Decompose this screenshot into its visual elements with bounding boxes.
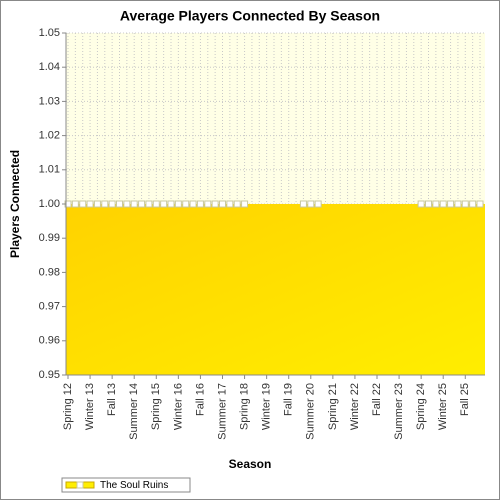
legend-label: The Soul Ruins: [100, 480, 168, 491]
point-marker: [432, 200, 440, 208]
point-marker: [439, 200, 447, 208]
point-marker: [425, 200, 432, 208]
x-tick-label: Summer 17: [216, 383, 228, 440]
legend: The Soul Ruins: [61, 477, 191, 493]
x-tick-label: Fall 25: [459, 383, 471, 416]
point-marker: [93, 200, 101, 208]
x-tick-label: Winter 22: [349, 383, 361, 430]
legend-marker: [76, 481, 84, 489]
point-marker: [108, 200, 116, 208]
point-marker: [233, 200, 241, 208]
x-tick-label: Summer 14: [128, 383, 140, 440]
point-marker: [314, 200, 322, 208]
x-tick-label: Spring 15: [150, 383, 162, 430]
x-axis-title: Season: [229, 457, 272, 471]
point-marker: [461, 200, 469, 208]
x-tick-label: Spring 18: [238, 383, 250, 430]
x-tick-label: Winter 13: [84, 383, 96, 430]
point-marker: [123, 200, 131, 208]
point-marker: [71, 200, 79, 208]
point-marker: [138, 200, 146, 208]
y-tick-label: 1.03: [39, 95, 60, 107]
point-marker: [182, 200, 190, 208]
point-marker: [417, 200, 425, 208]
point-marker: [152, 200, 160, 208]
x-tick-label: Spring 24: [415, 383, 427, 430]
point-marker: [447, 200, 455, 208]
x-tick-label: Spring 12: [62, 383, 74, 430]
point-marker: [189, 200, 197, 208]
point-marker: [101, 200, 109, 208]
x-tick-label: Fall 22: [371, 383, 383, 416]
point-marker: [241, 200, 249, 208]
x-tick-label: Fall 13: [106, 383, 118, 416]
y-tick-label: 0.97: [39, 301, 60, 313]
point-marker: [116, 200, 123, 208]
y-tick-label: 1.04: [39, 61, 60, 73]
point-marker: [160, 200, 168, 208]
point-marker: [174, 200, 182, 208]
point-marker: [204, 200, 212, 208]
area: [66, 204, 485, 375]
point-marker: [167, 200, 175, 208]
point-marker: [476, 200, 484, 208]
x-tick-label: Fall 16: [194, 383, 206, 416]
x-tick-label: Summer 23: [393, 383, 405, 440]
point-marker: [454, 200, 462, 208]
point-marker: [299, 200, 307, 208]
chart-title: Average Players Connected By Season: [120, 8, 380, 24]
y-tick-label: 0.98: [39, 266, 60, 278]
y-axis-title: Players Connected: [8, 150, 22, 258]
y-tick-label: 0.95: [39, 369, 60, 381]
point-marker: [219, 200, 226, 208]
x-tick-label: Spring 21: [327, 383, 339, 430]
point-marker: [145, 200, 153, 208]
x-tick-label: Winter 19: [261, 383, 273, 430]
y-tick-label: 0.99: [39, 232, 60, 244]
point-marker: [226, 200, 234, 208]
point-marker: [211, 200, 219, 208]
point-marker: [307, 200, 315, 208]
point-marker: [86, 200, 94, 208]
x-tick-label: Summer 20: [305, 383, 317, 440]
x-tick-label: Fall 19: [283, 383, 295, 416]
point-marker: [130, 200, 138, 208]
y-tick-label: 0.96: [39, 335, 60, 347]
point-marker: [79, 200, 87, 208]
x-tick-label: Winter 16: [172, 383, 184, 430]
y-tick-label: 1.00: [39, 198, 60, 210]
y-tick-label: 1.01: [39, 164, 60, 176]
y-tick-label: 1.05: [39, 27, 60, 39]
point-marker: [469, 200, 477, 208]
point-marker: [196, 200, 204, 208]
x-tick-label: Winter 25: [437, 383, 449, 430]
y-tick-label: 1.02: [39, 130, 60, 142]
